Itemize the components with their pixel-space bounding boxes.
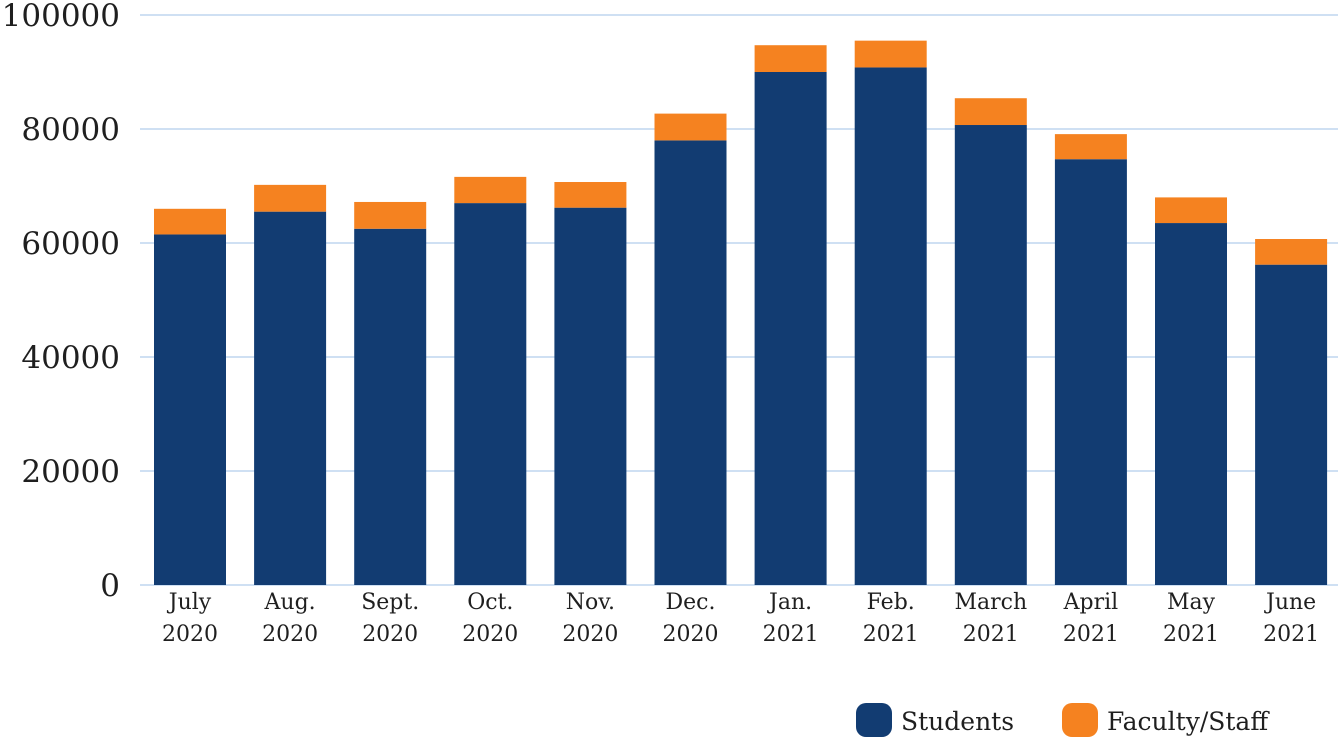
- bar-students: [854, 67, 927, 585]
- bar-students: [254, 211, 327, 585]
- x-tick-label-month: Oct.: [467, 590, 513, 615]
- y-tick-label: 80000: [21, 112, 120, 148]
- bar-students: [554, 207, 627, 585]
- x-tick-label-month: Jan.: [767, 590, 812, 615]
- bar-faculty-staff: [1255, 239, 1328, 265]
- y-tick-label: 60000: [21, 226, 120, 262]
- x-tick-label-year: 2020: [663, 622, 719, 647]
- x-tick-label-year: 2020: [162, 622, 218, 647]
- x-tick-label-year: 2021: [863, 622, 919, 647]
- x-tick-label-month: April: [1063, 590, 1119, 615]
- x-tick-label-month: May: [1167, 590, 1216, 615]
- x-tick-label-month: Dec.: [666, 590, 716, 615]
- bar-faculty-staff: [454, 176, 527, 204]
- bar-students: [1054, 159, 1127, 585]
- bar-faculty-staff: [854, 40, 927, 68]
- x-axis-ticks: July 2020 Aug. 2020 Sept. 2020 Oct. 2020 Nov. 202…: [162, 590, 1319, 647]
- x-tick-label-year: 2021: [1163, 622, 1219, 647]
- y-tick-label: 100000: [2, 0, 120, 34]
- bar-students: [1155, 223, 1227, 586]
- legend-swatch: [856, 703, 892, 737]
- bar-faculty-staff: [954, 98, 1027, 126]
- bar-faculty-staff: [554, 182, 627, 208]
- bar-students: [354, 228, 427, 585]
- x-tick-label-month: Feb.: [867, 590, 915, 615]
- x-tick-label-year: 2020: [262, 622, 318, 647]
- bar-faculty-staff: [354, 201, 427, 229]
- bar-students: [154, 234, 226, 585]
- x-tick-label-year: 2020: [462, 622, 518, 647]
- x-tick-label-year: 2020: [562, 622, 618, 647]
- bar-faculty-staff: [154, 208, 226, 235]
- x-tick-label-year: 2021: [963, 622, 1019, 647]
- gridlines: [140, 14, 1338, 586]
- legend-swatch: [1062, 703, 1098, 737]
- bars: [154, 40, 1328, 586]
- x-tick-label-month: Sept.: [361, 590, 419, 615]
- legend-item-students: Students: [856, 703, 1014, 737]
- x-tick-label-month: March: [954, 590, 1027, 615]
- legend-label: Faculty/Staff: [1107, 707, 1270, 736]
- y-axis-ticks: 0 20000 40000 60000 80000 100000: [2, 0, 120, 604]
- bar-students: [954, 125, 1027, 585]
- x-tick-label-year: 2020: [362, 622, 418, 647]
- bar-faculty-staff: [1054, 134, 1127, 160]
- x-tick-label-year: 2021: [1263, 622, 1319, 647]
- x-tick-label-month: Nov.: [566, 590, 615, 615]
- x-tick-label-month: Aug.: [264, 590, 316, 615]
- x-tick-label-year: 2021: [1063, 622, 1119, 647]
- bar-students: [654, 140, 727, 585]
- y-tick-label: 20000: [21, 454, 120, 490]
- bar-faculty-staff: [654, 113, 727, 141]
- x-tick-label-month: July: [167, 590, 212, 615]
- y-tick-label: 40000: [21, 340, 120, 376]
- bar-students: [454, 203, 527, 585]
- x-tick-label-year: 2021: [763, 622, 819, 647]
- bar-students: [1255, 264, 1328, 585]
- bar-students: [754, 72, 827, 585]
- legend: Students Faculty/Staff: [856, 703, 1270, 737]
- legend-label: Students: [901, 707, 1014, 736]
- bar-faculty-staff: [754, 45, 827, 72]
- x-tick-label-month: June: [1264, 590, 1316, 615]
- legend-item-faculty-staff: Faculty/Staff: [1062, 703, 1270, 737]
- bar-faculty-staff: [254, 184, 327, 212]
- bar-faculty-staff: [1155, 197, 1227, 224]
- y-tick-label: 0: [100, 568, 120, 604]
